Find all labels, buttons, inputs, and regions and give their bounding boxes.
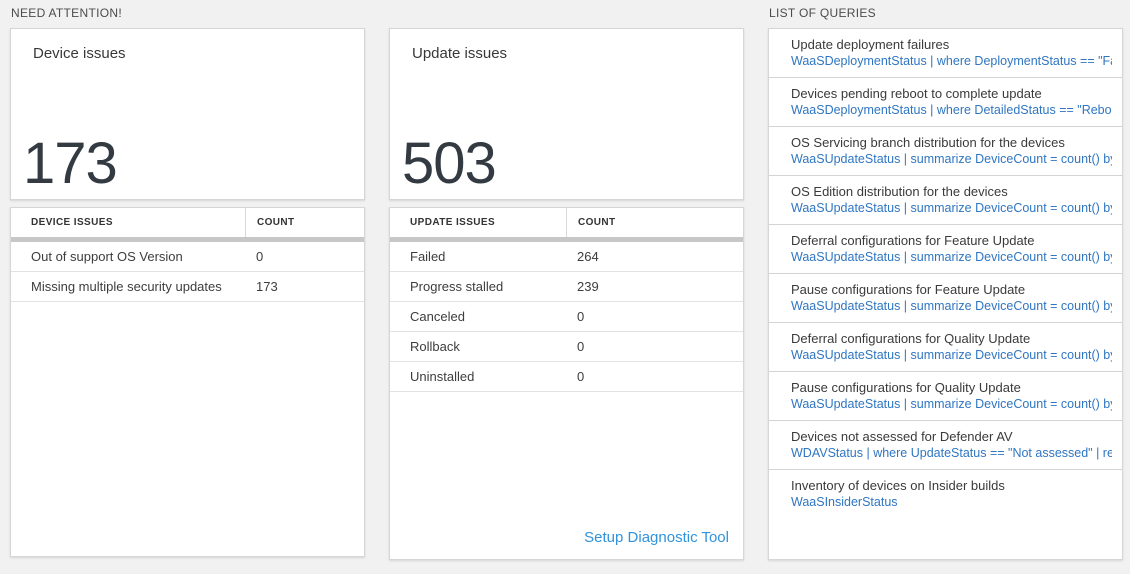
table-row[interactable]: Missing multiple security updates 173 xyxy=(11,272,364,302)
device-issues-count-header: COUNT xyxy=(245,208,364,237)
update-issues-table-header: UPDATE ISSUES COUNT xyxy=(390,208,743,237)
query-item-title: Update deployment failures xyxy=(791,37,950,52)
issue-label: Rollback xyxy=(410,339,460,354)
issue-label: Out of support OS Version xyxy=(31,249,183,264)
query-item-query-string: WaaSUpdateStatus | summarize DeviceCount… xyxy=(791,250,1112,264)
issue-count: 173 xyxy=(256,279,278,294)
query-item-query-string: WaaSUpdateStatus | summarize DeviceCount… xyxy=(791,348,1112,362)
device-issues-tile-value: 173 xyxy=(23,131,118,196)
table-row[interactable]: Uninstalled 0 xyxy=(390,362,743,392)
update-table-footer: Setup Diagnostic Tool xyxy=(390,519,743,559)
query-item-query-string: WaaSUpdateStatus | summarize DeviceCount… xyxy=(791,397,1112,411)
query-item-query-string: WaaSUpdateStatus | summarize DeviceCount… xyxy=(791,299,1112,313)
query-item-query-string: WaaSUpdateStatus | summarize DeviceCount… xyxy=(791,201,1112,215)
dashboard-page: NEED ATTENTION! Device issues 173 DEVICE… xyxy=(10,6,1123,560)
table-row[interactable]: Out of support OS Version 0 xyxy=(11,242,364,272)
device-issues-tile-title: Device issues xyxy=(33,45,126,62)
device-issues-table-header: DEVICE ISSUES COUNT xyxy=(11,208,364,237)
issue-label: Missing multiple security updates xyxy=(31,279,222,294)
list-of-queries-section-label: LIST OF QUERIES xyxy=(769,6,876,20)
query-list-item[interactable]: Pause configurations for Feature Update … xyxy=(769,274,1122,323)
query-item-title: OS Edition distribution for the devices xyxy=(791,184,1008,199)
update-issues-tile[interactable]: Update issues 503 xyxy=(389,28,744,200)
table-row[interactable]: Rollback 0 xyxy=(390,332,743,362)
issue-count: 0 xyxy=(577,309,585,324)
queries-list: Update deployment failures WaaSDeploymen… xyxy=(768,28,1123,560)
issue-label: Progress stalled xyxy=(410,279,504,294)
query-item-query-string: WaaSInsiderStatus xyxy=(791,495,898,509)
issue-count: 0 xyxy=(256,249,264,264)
need-attention-section-label: NEED ATTENTION! xyxy=(11,6,122,20)
query-item-title: Pause configurations for Quality Update xyxy=(791,380,1021,395)
update-issues-tile-title: Update issues xyxy=(412,45,508,62)
update-issues-tile-value: 503 xyxy=(402,131,497,196)
issue-count: 239 xyxy=(577,279,599,294)
query-list-item[interactable]: Update deployment failures WaaSDeploymen… xyxy=(769,29,1122,78)
query-item-title: Devices not assessed for Defender AV xyxy=(791,429,1013,444)
query-item-title: Devices pending reboot to complete updat… xyxy=(791,86,1042,101)
query-list-item[interactable]: Inventory of devices on Insider builds W… xyxy=(769,470,1122,518)
issue-label: Uninstalled xyxy=(410,369,475,384)
device-issues-rows: Out of support OS Version 0 Missing mult… xyxy=(11,242,364,302)
update-issues-rows: Failed 264 Progress stalled 239 Canceled… xyxy=(390,242,743,392)
query-item-query-string: WaaSDeploymentStatus | where DeploymentS… xyxy=(791,54,1112,68)
setup-diagnostic-tool-link[interactable]: Setup Diagnostic Tool xyxy=(584,529,729,546)
query-list-item[interactable]: Pause configurations for Quality Update … xyxy=(769,372,1122,421)
queries-column: LIST OF QUERIES Update deployment failur… xyxy=(768,6,1123,560)
table-row[interactable]: Canceled 0 xyxy=(390,302,743,332)
device-issues-column-header: DEVICE ISSUES xyxy=(31,217,113,228)
query-list-item[interactable]: Devices pending reboot to complete updat… xyxy=(769,78,1122,127)
update-issues-table: UPDATE ISSUES COUNT Failed 264 Progress … xyxy=(389,207,744,560)
device-issues-table: DEVICE ISSUES COUNT Out of support OS Ve… xyxy=(10,207,365,557)
update-issues-column: Update issues 503 UPDATE ISSUES COUNT Fa… xyxy=(389,6,744,560)
query-item-title: OS Servicing branch distribution for the… xyxy=(791,135,1065,150)
update-issues-count-header: COUNT xyxy=(566,208,743,237)
need-attention-section-spacer xyxy=(389,6,744,28)
update-table-empty-area xyxy=(390,392,743,519)
device-issues-tile[interactable]: Device issues 173 xyxy=(10,28,365,200)
query-item-title: Inventory of devices on Insider builds xyxy=(791,478,1005,493)
query-list-item[interactable]: OS Servicing branch distribution for the… xyxy=(769,127,1122,176)
query-item-title: Deferral configurations for Feature Upda… xyxy=(791,233,1035,248)
device-table-empty-area xyxy=(11,302,364,556)
query-list-item[interactable]: Devices not assessed for Defender AV WDA… xyxy=(769,421,1122,470)
query-item-query-string: WaaSUpdateStatus | summarize DeviceCount… xyxy=(791,152,1112,166)
query-item-query-string: WDAVStatus | where UpdateStatus == "Not … xyxy=(791,446,1112,460)
issue-count: 0 xyxy=(577,369,585,384)
device-issues-column: NEED ATTENTION! Device issues 173 DEVICE… xyxy=(10,6,365,560)
issue-label: Failed xyxy=(410,249,446,264)
issue-count: 264 xyxy=(577,249,599,264)
query-list-item[interactable]: Deferral configurations for Quality Upda… xyxy=(769,323,1122,372)
table-row[interactable]: Progress stalled 239 xyxy=(390,272,743,302)
query-item-title: Pause configurations for Feature Update xyxy=(791,282,1026,297)
issue-label: Canceled xyxy=(410,309,465,324)
query-list-item[interactable]: Deferral configurations for Feature Upda… xyxy=(769,225,1122,274)
query-item-query-string: WaaSDeploymentStatus | where DetailedSta… xyxy=(791,103,1112,117)
table-row[interactable]: Failed 264 xyxy=(390,242,743,272)
query-list-item[interactable]: OS Edition distribution for the devices … xyxy=(769,176,1122,225)
table-header-divider-bar xyxy=(390,237,743,242)
issue-count: 0 xyxy=(577,339,585,354)
update-issues-column-header: UPDATE ISSUES xyxy=(410,217,496,228)
table-header-divider-bar xyxy=(11,237,364,242)
query-item-title: Deferral configurations for Quality Upda… xyxy=(791,331,1031,346)
